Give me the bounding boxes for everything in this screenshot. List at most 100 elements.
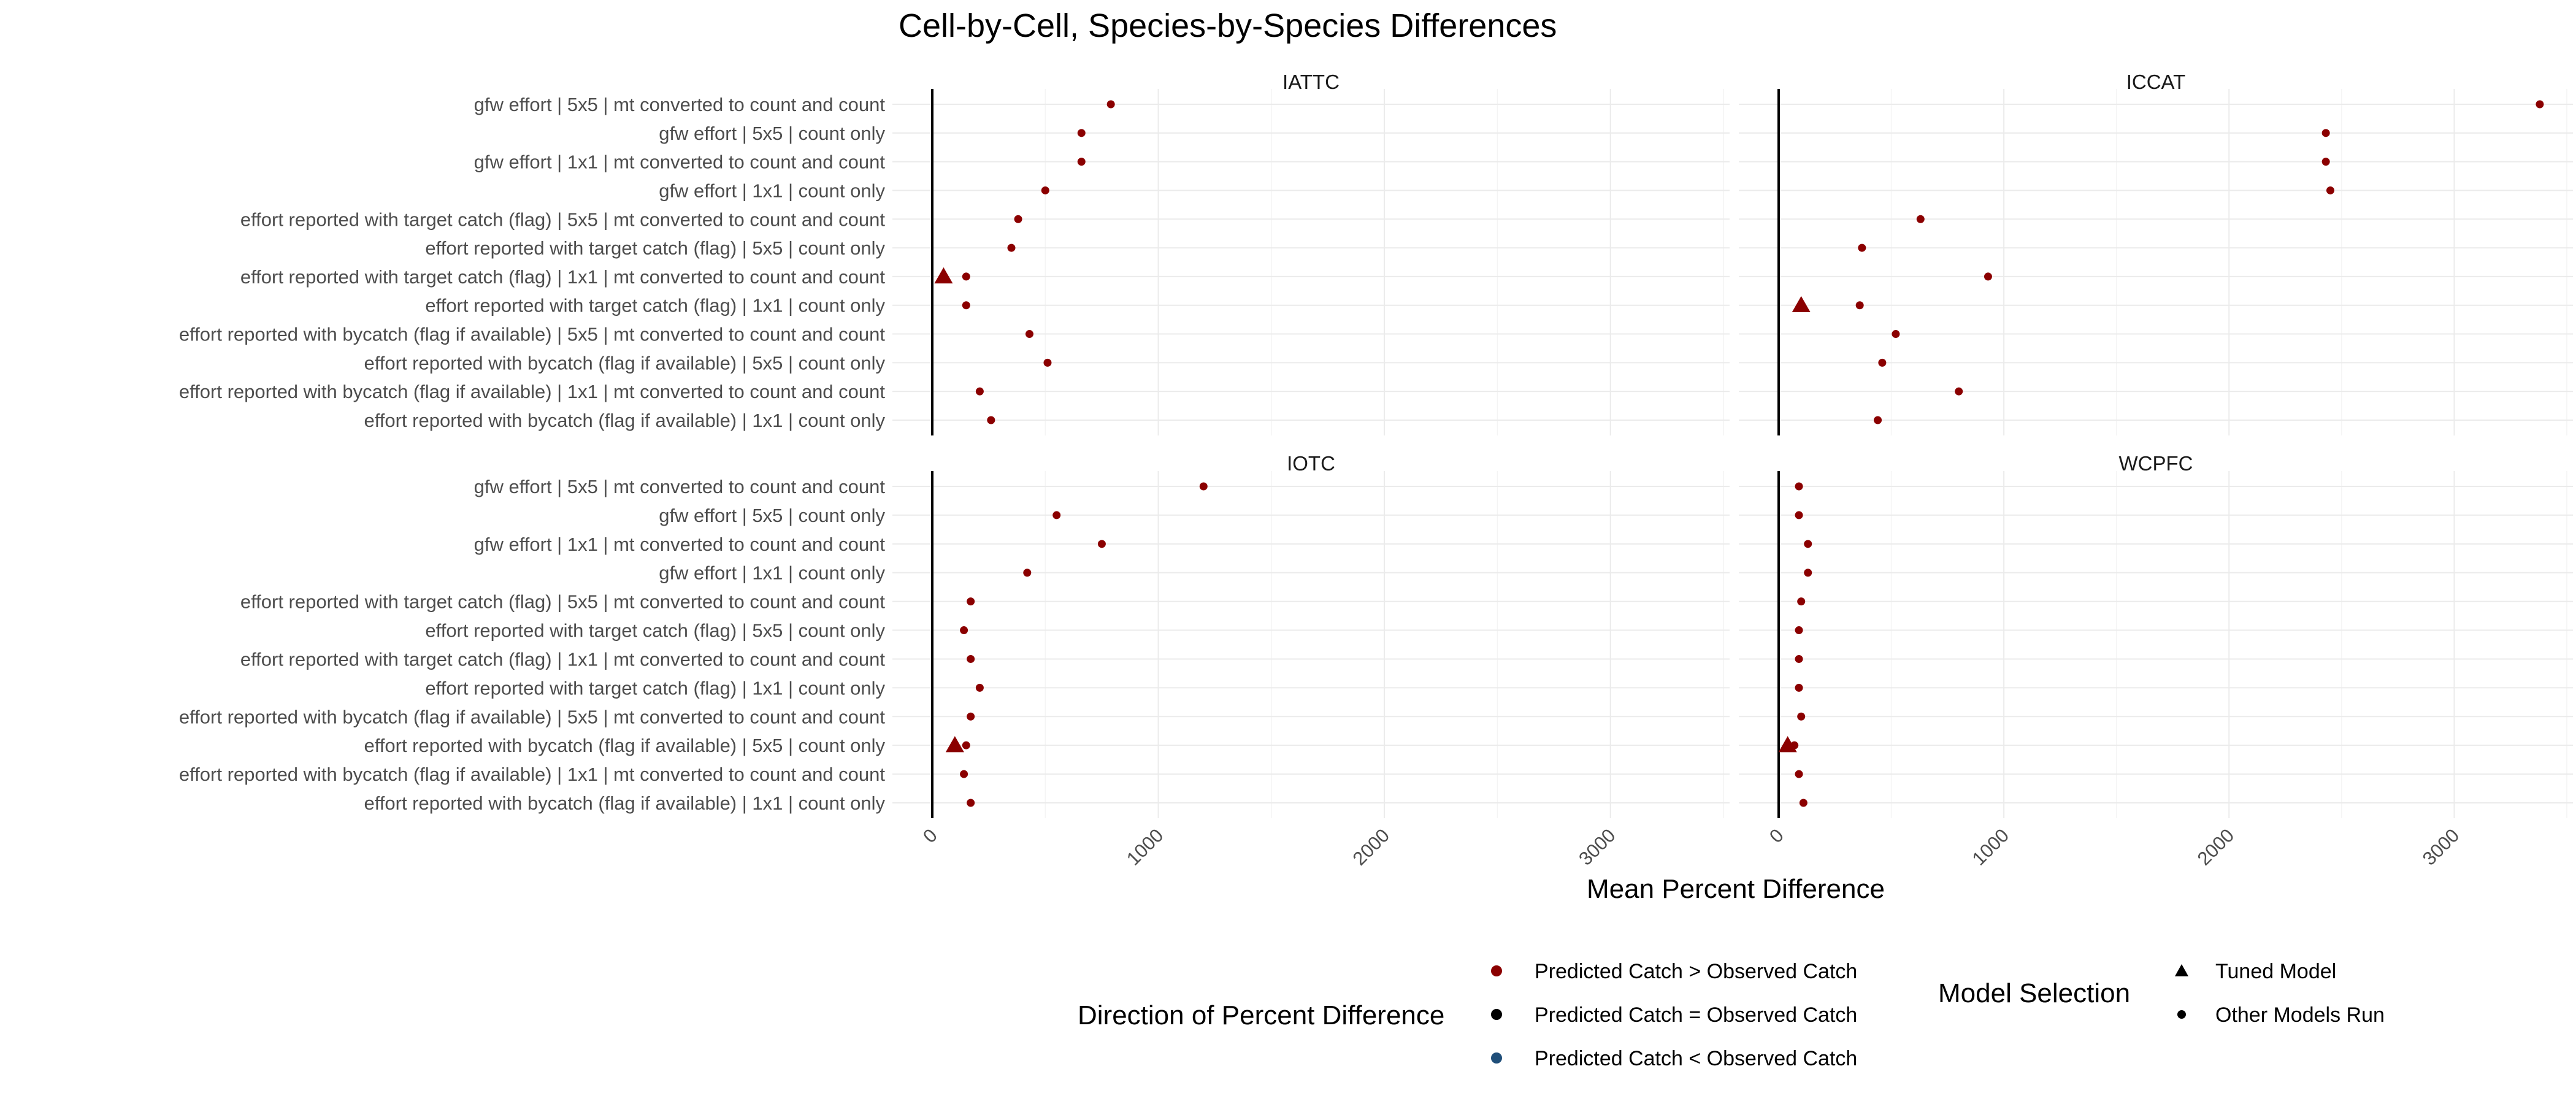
legend-direction-key: [1491, 965, 1502, 976]
chart-title: Cell-by-Cell, Species-by-Species Differe…: [899, 7, 1557, 44]
data-point: [1797, 597, 1806, 606]
x-tick-label: 0: [1765, 824, 1788, 847]
y-tick-label: effort reported with bycatch (flag if av…: [364, 410, 885, 431]
data-point: [1858, 243, 1866, 252]
data-point: [1874, 416, 1882, 424]
legend-direction-label: Predicted Catch < Observed Catch: [1535, 1047, 1857, 1070]
data-point: [967, 799, 975, 807]
panel-iccat: ICCAT: [1739, 71, 2573, 435]
panels-layer: IATTC gfw effort | 5x5 | mt converted to …: [179, 71, 2573, 870]
data-point: [2536, 100, 2544, 109]
legend-direction-key: [1491, 1052, 1502, 1064]
tuned-model-marker: [945, 736, 964, 753]
data-point: [1795, 626, 1803, 635]
tuned-model-marker: [934, 267, 953, 284]
legend-model-title: Model Selection: [1938, 978, 2130, 1008]
x-tick-label: 3000: [1574, 824, 1620, 870]
x-tick-label: 2000: [2193, 824, 2239, 870]
y-tick-label: gfw effort | 5x5 | count only: [659, 123, 885, 144]
legend-circle-icon: [2177, 1010, 2186, 1019]
data-point: [1795, 511, 1803, 519]
data-point: [962, 301, 970, 310]
y-tick-label: effort reported with target catch (flag)…: [425, 620, 885, 642]
data-point: [2326, 186, 2334, 194]
data-point: [2321, 158, 2330, 166]
legend-direction-title: Direction of Percent Difference: [1078, 1000, 1444, 1030]
data-point: [1804, 569, 1812, 577]
y-tick-label: effort reported with bycatch (flag if av…: [364, 735, 885, 756]
data-point: [1199, 482, 1208, 491]
data-point: [975, 387, 984, 396]
data-point: [1097, 540, 1106, 548]
data-point: [1892, 330, 1900, 339]
panel-strip-label: WCPFC: [2119, 452, 2193, 475]
y-tick-label: gfw effort | 5x5 | mt converted to count…: [474, 94, 886, 115]
data-point: [1106, 100, 1115, 109]
y-tick-label: effort reported with target catch (flag)…: [240, 266, 886, 288]
x-axis-title: Mean Percent Difference: [1587, 874, 1885, 904]
legend-model-label: Other Models Run: [2215, 1003, 2385, 1027]
data-point: [962, 272, 970, 281]
tuned-model-marker: [1792, 296, 1811, 312]
y-tick-label: effort reported with target catch (flag)…: [240, 591, 886, 613]
y-tick-label: effort reported with target catch (flag)…: [425, 295, 885, 316]
data-point: [1007, 243, 1016, 252]
legend-direction-key: [1491, 1009, 1502, 1020]
data-point: [1023, 569, 1032, 577]
data-point: [975, 683, 984, 692]
data-point: [1077, 158, 1086, 166]
y-tick-label: effort reported with bycatch (flag if av…: [179, 381, 885, 402]
data-point: [1795, 683, 1803, 692]
y-tick-label: effort reported with bycatch (flag if av…: [179, 764, 885, 785]
y-tick-label: gfw effort | 5x5 | count only: [659, 505, 885, 526]
y-tick-label: effort reported with target catch (flag)…: [425, 237, 885, 259]
data-point: [1795, 654, 1803, 663]
data-point: [1797, 712, 1806, 721]
data-point: [1795, 482, 1803, 491]
data-point: [960, 626, 968, 635]
panel-strip-label: ICCAT: [2126, 71, 2186, 93]
data-point: [967, 654, 975, 663]
y-tick-label: gfw effort | 5x5 | mt converted to count…: [474, 476, 886, 497]
panel-iattc: IATTC gfw effort | 5x5 | mt converted to …: [179, 71, 1730, 435]
tuned-model-marker: [1778, 736, 1797, 753]
y-tick-label: effort reported with bycatch (flag if av…: [364, 352, 885, 374]
data-point: [1855, 301, 1864, 310]
legend-triangle-icon: [2175, 964, 2188, 976]
data-point: [1041, 186, 1049, 194]
legend-direction-label: Predicted Catch > Observed Catch: [1535, 960, 1857, 983]
x-tick-label: 0: [919, 824, 941, 847]
panel-strip-label: IOTC: [1287, 452, 1335, 475]
y-tick-label: effort reported with target catch (flag)…: [425, 677, 885, 699]
legend-direction-label: Predicted Catch = Observed Catch: [1535, 1003, 1857, 1027]
data-point: [967, 712, 975, 721]
data-point: [1799, 799, 1807, 807]
legend-model-label: Tuned Model: [2215, 960, 2336, 983]
panel-strip-label: IATTC: [1282, 71, 1340, 93]
y-tick-label: effort reported with target catch (flag)…: [240, 648, 886, 670]
y-tick-label: effort reported with bycatch (flag if av…: [179, 324, 885, 345]
data-point: [1984, 272, 1992, 281]
data-point: [1052, 511, 1061, 519]
y-tick-label: effort reported with target catch (flag)…: [240, 209, 886, 230]
data-point: [960, 770, 968, 778]
data-point: [987, 416, 995, 424]
panel-wcpfc: WCPFC 0 1000 2000 3000: [1739, 452, 2573, 870]
data-point: [1955, 387, 1963, 396]
x-tick-label: 1000: [1122, 824, 1168, 870]
data-point: [1916, 215, 1925, 223]
y-tick-label: gfw effort | 1x1 | mt converted to count…: [474, 151, 886, 173]
y-tick-label: effort reported with bycatch (flag if av…: [179, 706, 885, 727]
data-point: [967, 597, 975, 606]
data-point: [1878, 358, 1887, 367]
y-tick-label: gfw effort | 1x1 | count only: [659, 562, 885, 584]
data-point: [1804, 540, 1812, 548]
y-tick-label: gfw effort | 1x1 | count only: [659, 180, 885, 201]
data-point: [1014, 215, 1022, 223]
data-point: [1025, 330, 1033, 339]
data-point: [1043, 358, 1052, 367]
x-tick-label: 1000: [1968, 824, 2014, 870]
data-point: [1077, 129, 1086, 137]
data-point: [1795, 770, 1803, 778]
